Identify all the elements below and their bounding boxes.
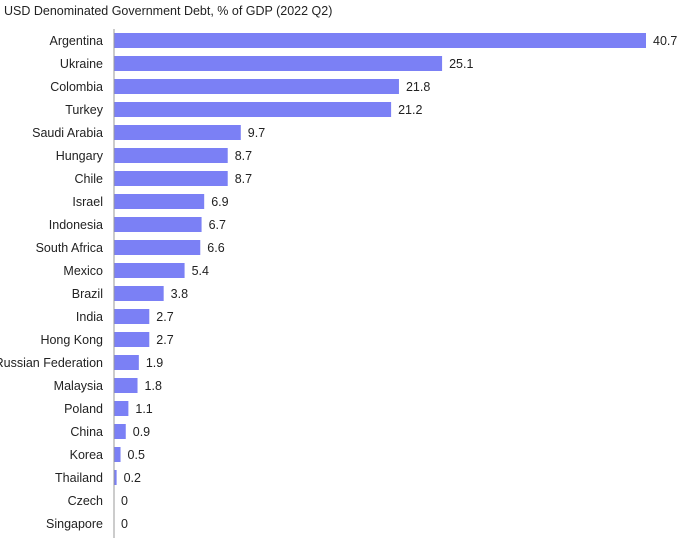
chart-title: USD Denominated Government Debt, % of GD… [4, 4, 333, 18]
bar-indonesia [114, 217, 202, 232]
bars-group [114, 33, 646, 485]
category-label: Singapore [46, 517, 103, 531]
value-label: 0 [121, 494, 128, 508]
bar-israel [114, 194, 205, 209]
bar-colombia [114, 79, 399, 94]
value-label: 9.7 [248, 126, 265, 140]
value-label: 21.2 [398, 103, 422, 117]
category-label: Czech [68, 494, 103, 508]
value-label: 6.6 [207, 241, 224, 255]
value-label: 0.2 [124, 471, 141, 485]
bar-china [114, 424, 126, 439]
bar-malaysia [114, 378, 138, 393]
value-label: 1.9 [146, 356, 163, 370]
bar-russian-federation [114, 355, 139, 370]
value-label: 2.7 [156, 333, 173, 347]
bar-south-africa [114, 240, 201, 255]
bar-hungary [114, 148, 228, 163]
category-label: India [76, 310, 103, 324]
value-label: 0.5 [128, 448, 145, 462]
bar-india [114, 309, 150, 324]
category-label: Turkey [65, 103, 103, 117]
category-label: Colombia [50, 80, 103, 94]
bar-argentina [114, 33, 646, 48]
category-label: Thailand [55, 471, 103, 485]
bar-mexico [114, 263, 185, 278]
bar-ukraine [114, 56, 443, 71]
value-label: 3.8 [171, 287, 188, 301]
category-label: South Africa [36, 241, 103, 255]
category-label: Israel [72, 195, 103, 209]
bar-turkey [114, 102, 392, 117]
value-label: 5.4 [192, 264, 209, 278]
bar-poland [114, 401, 129, 416]
bar-thailand [114, 470, 117, 485]
category-label: Hong Kong [40, 333, 103, 347]
value-label: 6.7 [209, 218, 226, 232]
value-label: 1.1 [135, 402, 152, 416]
category-label: Russian Federation [0, 356, 103, 370]
category-labels-group: Argentina Ukraine Colombia Turkey Saudi Arab… [0, 34, 104, 531]
category-label: Malaysia [54, 379, 103, 393]
category-label: Korea [70, 448, 103, 462]
category-label: Argentina [49, 34, 103, 48]
value-label: 2.7 [156, 310, 173, 324]
value-label: 0.9 [133, 425, 150, 439]
category-label: Mexico [63, 264, 103, 278]
value-label: 40.7 [653, 34, 677, 48]
category-label: Hungary [56, 149, 104, 163]
category-label: Saudi Arabia [32, 126, 103, 140]
value-label: 21.8 [406, 80, 430, 94]
category-label: Poland [64, 402, 103, 416]
bar-chile [114, 171, 228, 186]
value-label: 25.1 [449, 57, 473, 71]
bar-korea [114, 447, 121, 462]
category-label: China [70, 425, 103, 439]
value-label: 1.8 [145, 379, 162, 393]
value-label: 6.9 [211, 195, 228, 209]
value-labels-group: 40.7 25.1 21.8 21.2 9.7 8.7 8.7 6.9 6.7 6.6 5.4 3.8… [121, 34, 677, 531]
bar-brazil [114, 286, 164, 301]
category-label: Brazil [72, 287, 103, 301]
value-label: 8.7 [235, 172, 252, 186]
category-label: Chile [75, 172, 104, 186]
category-label: Indonesia [49, 218, 103, 232]
category-label: Ukraine [60, 57, 103, 71]
bar-hong-kong [114, 332, 150, 347]
value-label: 8.7 [235, 149, 252, 163]
bar-saudi-arabia [114, 125, 241, 140]
value-label: 0 [121, 517, 128, 531]
